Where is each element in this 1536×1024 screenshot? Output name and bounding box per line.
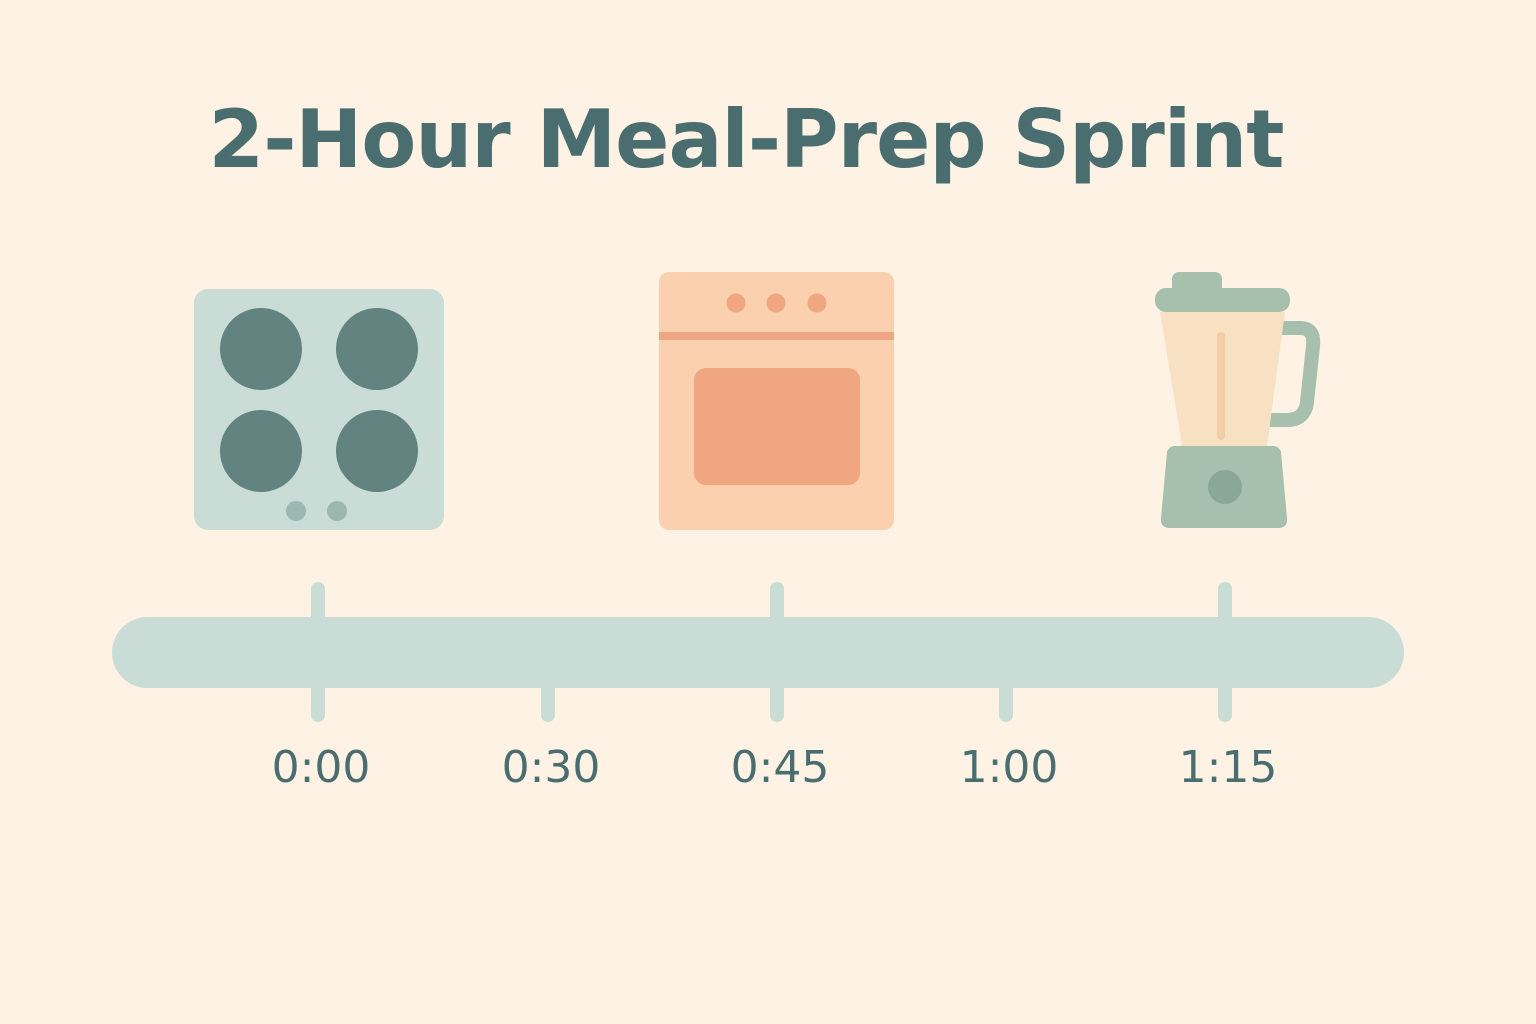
tick-label: 0:45: [730, 742, 830, 793]
tick-label: 0:30: [501, 742, 601, 793]
timeline-tick: [1218, 582, 1232, 722]
blender-icon: [1155, 272, 1321, 528]
tick-label: 1:00: [959, 742, 1059, 793]
timeline-tick: [770, 582, 784, 722]
timeline-tick: [999, 680, 1013, 722]
stovetop-icon: [194, 289, 444, 530]
timeline-bar: [112, 617, 1404, 688]
tick-label: 0:00: [271, 742, 371, 793]
timeline-tick: [541, 680, 555, 722]
tick-label: 1:15: [1178, 742, 1278, 793]
page-title: 2-Hour Meal-Prep Sprint: [208, 93, 1285, 186]
oven-icon: [659, 272, 894, 530]
timeline-tick: [311, 582, 325, 722]
tick-marks: [311, 582, 1232, 722]
